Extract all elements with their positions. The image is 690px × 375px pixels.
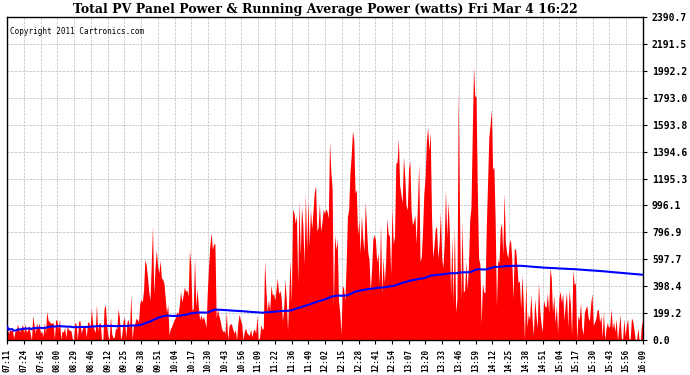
Title: Total PV Panel Power & Running Average Power (watts) Fri Mar 4 16:22: Total PV Panel Power & Running Average P… [72,3,578,16]
Text: Copyright 2011 Cartronics.com: Copyright 2011 Cartronics.com [10,27,145,36]
